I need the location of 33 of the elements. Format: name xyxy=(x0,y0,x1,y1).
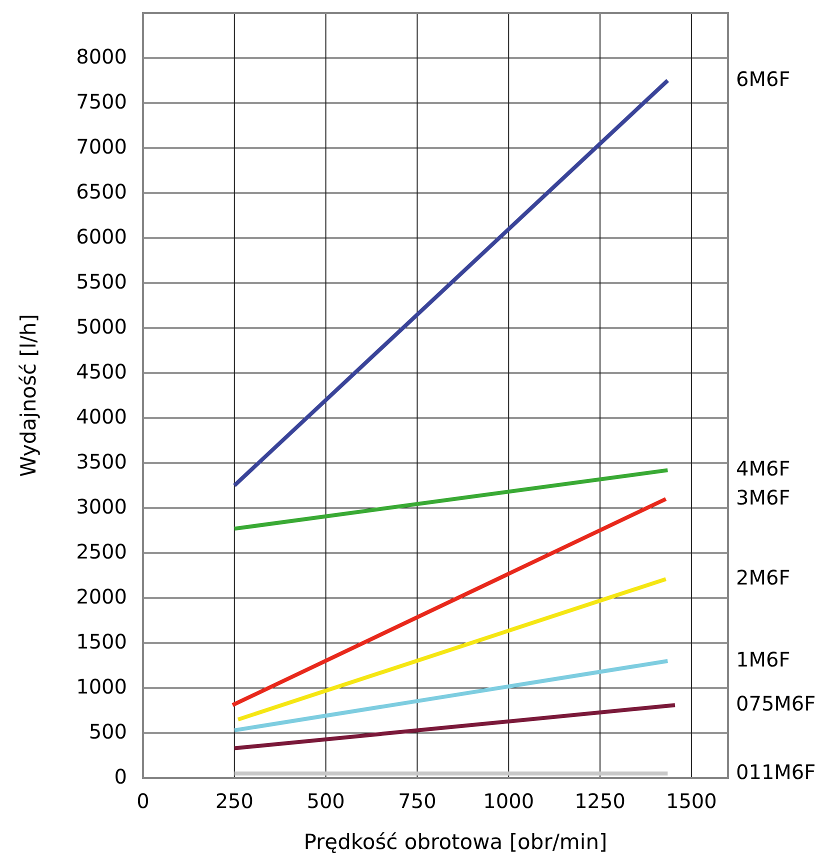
y-tick-label: 5500 xyxy=(76,269,127,294)
y-tick-label: 1500 xyxy=(76,629,127,654)
text: 2M6F xyxy=(736,566,790,590)
x-tick-label: 750 xyxy=(398,789,436,813)
y-tick-label: 500 xyxy=(88,719,127,744)
x-tick-label: 1250 xyxy=(574,789,626,813)
text: 1M6F xyxy=(736,647,790,672)
y-tick-label: 5000 xyxy=(76,314,127,338)
y-tick-label: 7000 xyxy=(76,134,127,158)
y-tick-label: 7500 xyxy=(76,89,127,114)
text: 4M6F xyxy=(736,456,790,481)
x-axis-title: Prędkość obrotowa [obr/min] xyxy=(304,830,608,854)
x-tick-label: 0 xyxy=(136,789,150,813)
text: 075M6F xyxy=(736,692,816,716)
y-tick-label: 2500 xyxy=(76,539,127,564)
y-tick-label: 3000 xyxy=(76,494,127,518)
y-tick-label: 4000 xyxy=(76,404,127,428)
x-tick-label: 250 xyxy=(215,789,254,813)
text: 6M6F xyxy=(736,66,790,91)
y-tick-label: 1000 xyxy=(76,674,127,698)
y-tick-label: 6000 xyxy=(76,224,127,248)
x-tick-label: 1000 xyxy=(483,789,534,813)
y-axis-title: Wydajność [l/h] xyxy=(16,314,41,477)
y-tick-label: 0 xyxy=(114,764,127,788)
y-tick-label: 6500 xyxy=(76,179,127,204)
text: 3M6F xyxy=(736,485,790,510)
y-tick-label: 8000 xyxy=(76,44,127,68)
y-tick-label: 2000 xyxy=(76,584,127,608)
text: 011M6F xyxy=(736,760,816,784)
x-tick-label: 500 xyxy=(306,789,345,813)
y-tick-label: 4500 xyxy=(76,359,127,384)
y-tick-label: 3500 xyxy=(76,449,127,474)
x-tick-label: 1500 xyxy=(666,789,717,813)
